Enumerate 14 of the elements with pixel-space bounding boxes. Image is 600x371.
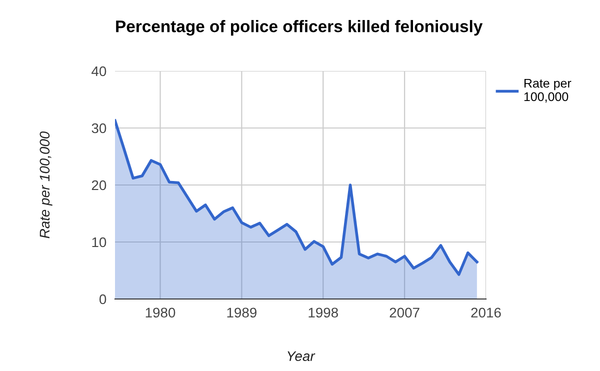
x-tick-label: 1989	[227, 308, 256, 318]
y-tick-label: 10	[92, 237, 106, 248]
x-tick-label: 2007	[390, 308, 420, 318]
legend-label: Rate per 100,000	[524, 78, 572, 103]
y-tick-label: 0	[99, 294, 106, 304]
y-axis-title: Rate per 100,000	[40, 131, 52, 238]
x-axis-title: Year	[288, 351, 316, 362]
y-tick-label: 40	[92, 66, 106, 76]
y-tick-label: 20	[92, 180, 106, 190]
y-tick-label: 30	[92, 123, 106, 134]
x-tick-label: 1980	[146, 308, 176, 318]
x-tick-label: 2016	[471, 308, 501, 318]
chart-title: Percentage of police officers killed feloniously	[116, 20, 483, 36]
x-tick-label: 1998	[308, 308, 338, 318]
